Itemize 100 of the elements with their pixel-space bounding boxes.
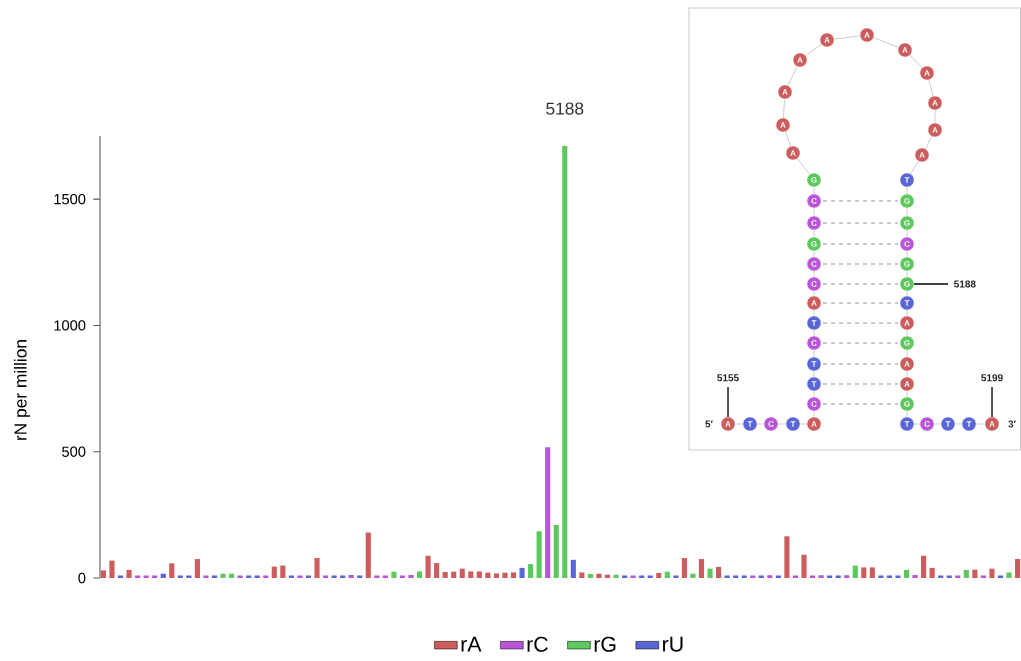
bar: [229, 573, 235, 578]
bar: [348, 574, 354, 578]
bar: [997, 575, 1004, 578]
bar: [596, 573, 602, 578]
bar: [553, 524, 559, 578]
bar: [117, 575, 124, 578]
bar: [314, 558, 320, 578]
bar: [280, 565, 286, 578]
bar: [135, 575, 141, 578]
annotation: C: [811, 281, 817, 287]
annotation: A: [919, 152, 925, 158]
bar: [938, 575, 944, 578]
bar: [468, 571, 474, 578]
annotation: C: [811, 198, 817, 204]
bar: [741, 575, 747, 578]
bar: [545, 447, 551, 578]
bar: [263, 575, 269, 578]
y-axis-title: rN per million: [13, 340, 31, 440]
bar: [536, 531, 542, 578]
annotation: G: [811, 177, 817, 183]
annotation: C: [924, 421, 930, 427]
bar: [861, 567, 867, 578]
annotation: C: [768, 421, 774, 427]
annotation: A: [904, 320, 910, 326]
bar: [425, 555, 431, 578]
bar: [271, 566, 277, 578]
legend-label: rU: [663, 636, 683, 652]
annotation: G: [904, 281, 910, 287]
annotation: A: [989, 421, 995, 427]
annotation: 5188: [954, 280, 976, 288]
bar: [955, 575, 961, 578]
annotation: T: [904, 421, 910, 427]
annotation: G: [904, 220, 910, 226]
text: A: [924, 70, 930, 76]
annotation: T: [966, 421, 972, 427]
bar: [758, 575, 764, 578]
bar: [835, 575, 841, 578]
bar: [698, 559, 705, 578]
bar: [109, 560, 115, 578]
annotation: T: [904, 300, 910, 306]
bar: [237, 575, 243, 578]
bar: [152, 575, 158, 578]
bar: [100, 570, 106, 578]
bar: [570, 559, 576, 578]
bar: [775, 575, 781, 578]
annotation: T: [747, 421, 753, 427]
bar: [374, 575, 380, 578]
y-tick-label: 1500: [54, 193, 86, 205]
bar: [416, 571, 423, 578]
bar: [211, 575, 218, 578]
annotation: T: [790, 421, 796, 427]
text: A: [932, 127, 938, 133]
annotation: A: [811, 421, 817, 427]
annotation: 5188: [546, 102, 584, 115]
bar: [562, 146, 568, 578]
bar: [519, 567, 525, 578]
bar: [912, 574, 918, 578]
bar: [903, 569, 910, 578]
annotation: C: [811, 220, 817, 226]
annotation: 5155: [717, 374, 739, 382]
bar: [459, 568, 465, 578]
bar: [365, 532, 371, 578]
bar: [587, 573, 593, 578]
bar: [579, 572, 585, 578]
bar: [809, 575, 816, 578]
bar: [673, 575, 679, 578]
bar: [784, 536, 790, 578]
bar: [177, 575, 183, 578]
annotation: T: [811, 361, 817, 367]
annotation: C: [811, 261, 817, 267]
annotation: T: [811, 320, 817, 326]
y-tick-label: 1000: [54, 320, 86, 331]
text: A: [780, 122, 786, 128]
bar: [929, 567, 935, 578]
bar: [220, 573, 226, 578]
bar: [869, 567, 875, 578]
bar: [357, 575, 363, 578]
bar: [801, 554, 807, 578]
bar: [169, 563, 175, 578]
annotation: T: [811, 381, 817, 387]
bar: [963, 569, 969, 578]
y-tick-label: 500: [62, 446, 86, 457]
bar: [186, 575, 192, 578]
annotation: C: [811, 340, 817, 346]
legend-label: rA: [461, 636, 482, 652]
text: A: [782, 89, 788, 95]
bar: [126, 569, 132, 578]
legend-label: rG: [594, 636, 616, 652]
bar: [476, 571, 482, 578]
bar: [391, 571, 397, 578]
bar: [852, 565, 858, 578]
annotation: C: [811, 401, 817, 407]
bar: [331, 575, 337, 578]
annotation: G: [811, 241, 817, 247]
bar: [716, 566, 722, 578]
bar: [647, 575, 653, 578]
bar: [690, 573, 696, 578]
bar: [288, 575, 294, 578]
bar: [707, 568, 713, 578]
annotation: C: [904, 241, 910, 247]
